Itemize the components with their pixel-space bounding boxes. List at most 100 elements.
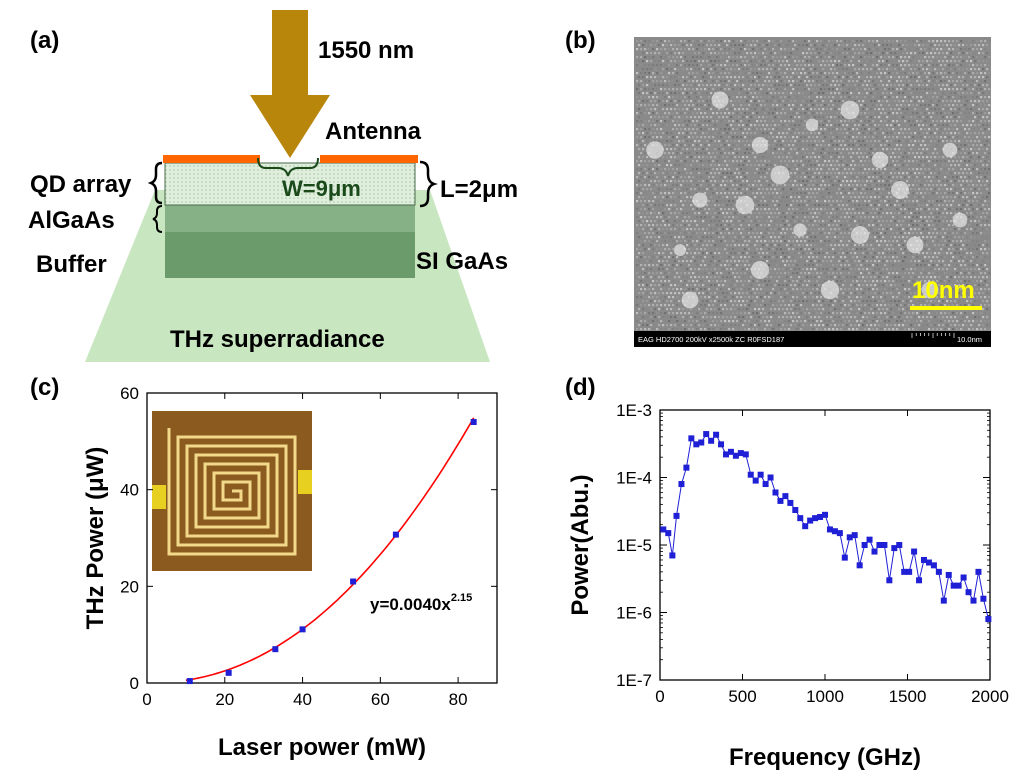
stem-pixel bbox=[750, 124, 753, 127]
stem-pixel bbox=[742, 260, 745, 263]
stem-pixel bbox=[860, 40, 863, 43]
stem-pixel bbox=[808, 184, 811, 187]
stem-pixel bbox=[828, 120, 831, 123]
stem-pixel bbox=[942, 60, 945, 63]
stem-pixel bbox=[640, 176, 643, 179]
stem-pixel bbox=[802, 108, 805, 111]
stem-pixel bbox=[956, 64, 959, 67]
stem-pixel bbox=[690, 164, 693, 167]
stem-pixel bbox=[790, 156, 793, 159]
stem-pixel bbox=[754, 132, 757, 135]
stem-pixel bbox=[820, 144, 823, 147]
stem-pixel bbox=[716, 88, 719, 91]
stem-pixel bbox=[966, 68, 969, 71]
stem-pixel bbox=[694, 260, 697, 263]
stem-pixel bbox=[766, 204, 769, 207]
stem-pixel bbox=[742, 228, 745, 231]
stem-pixel bbox=[738, 44, 741, 47]
stem-pixel bbox=[832, 208, 835, 211]
stem-pixel bbox=[686, 68, 689, 71]
stem-pixel bbox=[690, 44, 693, 47]
stem-pixel bbox=[976, 176, 979, 179]
stem-pixel bbox=[704, 48, 707, 51]
stem-pixel bbox=[636, 200, 639, 203]
stem-pixel bbox=[878, 44, 881, 47]
stem-pixel bbox=[746, 252, 749, 255]
stem-pixel bbox=[818, 164, 821, 167]
stem-pixel bbox=[736, 112, 739, 115]
stem-pixel bbox=[914, 92, 917, 95]
stem-pixel bbox=[776, 224, 779, 227]
stem-pixel bbox=[842, 260, 845, 263]
stem-pixel bbox=[810, 92, 813, 95]
stem-pixel bbox=[742, 132, 745, 135]
stem-pixel bbox=[640, 88, 643, 91]
stem-pixel bbox=[922, 76, 925, 79]
stem-pixel bbox=[658, 44, 661, 47]
stem-pixel bbox=[702, 228, 705, 231]
length-label: L=2μm bbox=[440, 176, 518, 203]
stem-pixel bbox=[788, 88, 791, 91]
stem-pixel bbox=[708, 176, 711, 179]
stem-pixel bbox=[980, 120, 983, 123]
stem-pixel bbox=[960, 176, 963, 179]
stem-pixel bbox=[688, 144, 691, 147]
stem-pixel bbox=[714, 116, 717, 119]
stem-pixel bbox=[896, 144, 899, 147]
stem-pixel bbox=[782, 220, 785, 223]
stem-pixel bbox=[762, 212, 765, 215]
stem-pixel bbox=[724, 160, 727, 163]
stem-pixel bbox=[726, 148, 729, 151]
stem-pixel bbox=[872, 144, 875, 147]
stem-pixel bbox=[694, 212, 697, 215]
stem-pixel bbox=[700, 216, 703, 219]
stem-pixel bbox=[786, 148, 789, 151]
stem-pixel bbox=[666, 44, 669, 47]
stem-pixel bbox=[842, 180, 845, 183]
stem-pixel bbox=[792, 56, 795, 59]
stem-pixel bbox=[838, 132, 841, 135]
stem-pixel bbox=[806, 172, 809, 175]
stem-pixel bbox=[862, 188, 865, 191]
stem-pixel bbox=[640, 112, 643, 115]
stem-pixel bbox=[848, 40, 851, 43]
stem-pixel bbox=[840, 112, 843, 115]
stem-pixel bbox=[812, 64, 815, 67]
stem-pixel bbox=[852, 136, 855, 139]
stem-pixel bbox=[776, 160, 779, 163]
stem-pixel bbox=[670, 196, 673, 199]
stem-pixel bbox=[774, 124, 777, 127]
stem-pixel bbox=[750, 156, 753, 159]
stem-pixel bbox=[726, 204, 729, 207]
stem-pixel bbox=[846, 68, 849, 71]
stem-pixel bbox=[650, 92, 653, 95]
stem-pixel bbox=[914, 44, 917, 47]
stem-pixel bbox=[652, 232, 655, 235]
stem-pixel bbox=[644, 96, 647, 99]
stem-pixel bbox=[892, 136, 895, 139]
stem-pixel bbox=[716, 200, 719, 203]
stem-pixel bbox=[802, 116, 805, 119]
stem-pixel bbox=[716, 120, 719, 123]
stem-pixel bbox=[866, 84, 869, 87]
stem-pixel bbox=[826, 204, 829, 207]
stem-pixel bbox=[656, 168, 659, 171]
stem-pixel bbox=[712, 232, 715, 235]
stem-pixel bbox=[666, 196, 669, 199]
stem-pixel bbox=[786, 60, 789, 63]
stem-pixel bbox=[964, 56, 967, 59]
stem-pixel bbox=[664, 72, 667, 75]
stem-pixel bbox=[874, 252, 877, 255]
stem-pixel bbox=[698, 180, 701, 183]
stem-pixel bbox=[646, 132, 649, 135]
stem-pixel bbox=[852, 192, 855, 195]
stem-pixel bbox=[926, 156, 929, 159]
stem-pixel bbox=[792, 112, 795, 115]
stem-pixel bbox=[938, 188, 941, 191]
stem-pixel bbox=[868, 104, 871, 107]
stem-pixel bbox=[664, 112, 667, 115]
stem-pixel bbox=[900, 248, 903, 251]
stem-pixel bbox=[742, 148, 745, 151]
stem-pixel bbox=[806, 84, 809, 87]
stem-pixel bbox=[816, 56, 819, 59]
